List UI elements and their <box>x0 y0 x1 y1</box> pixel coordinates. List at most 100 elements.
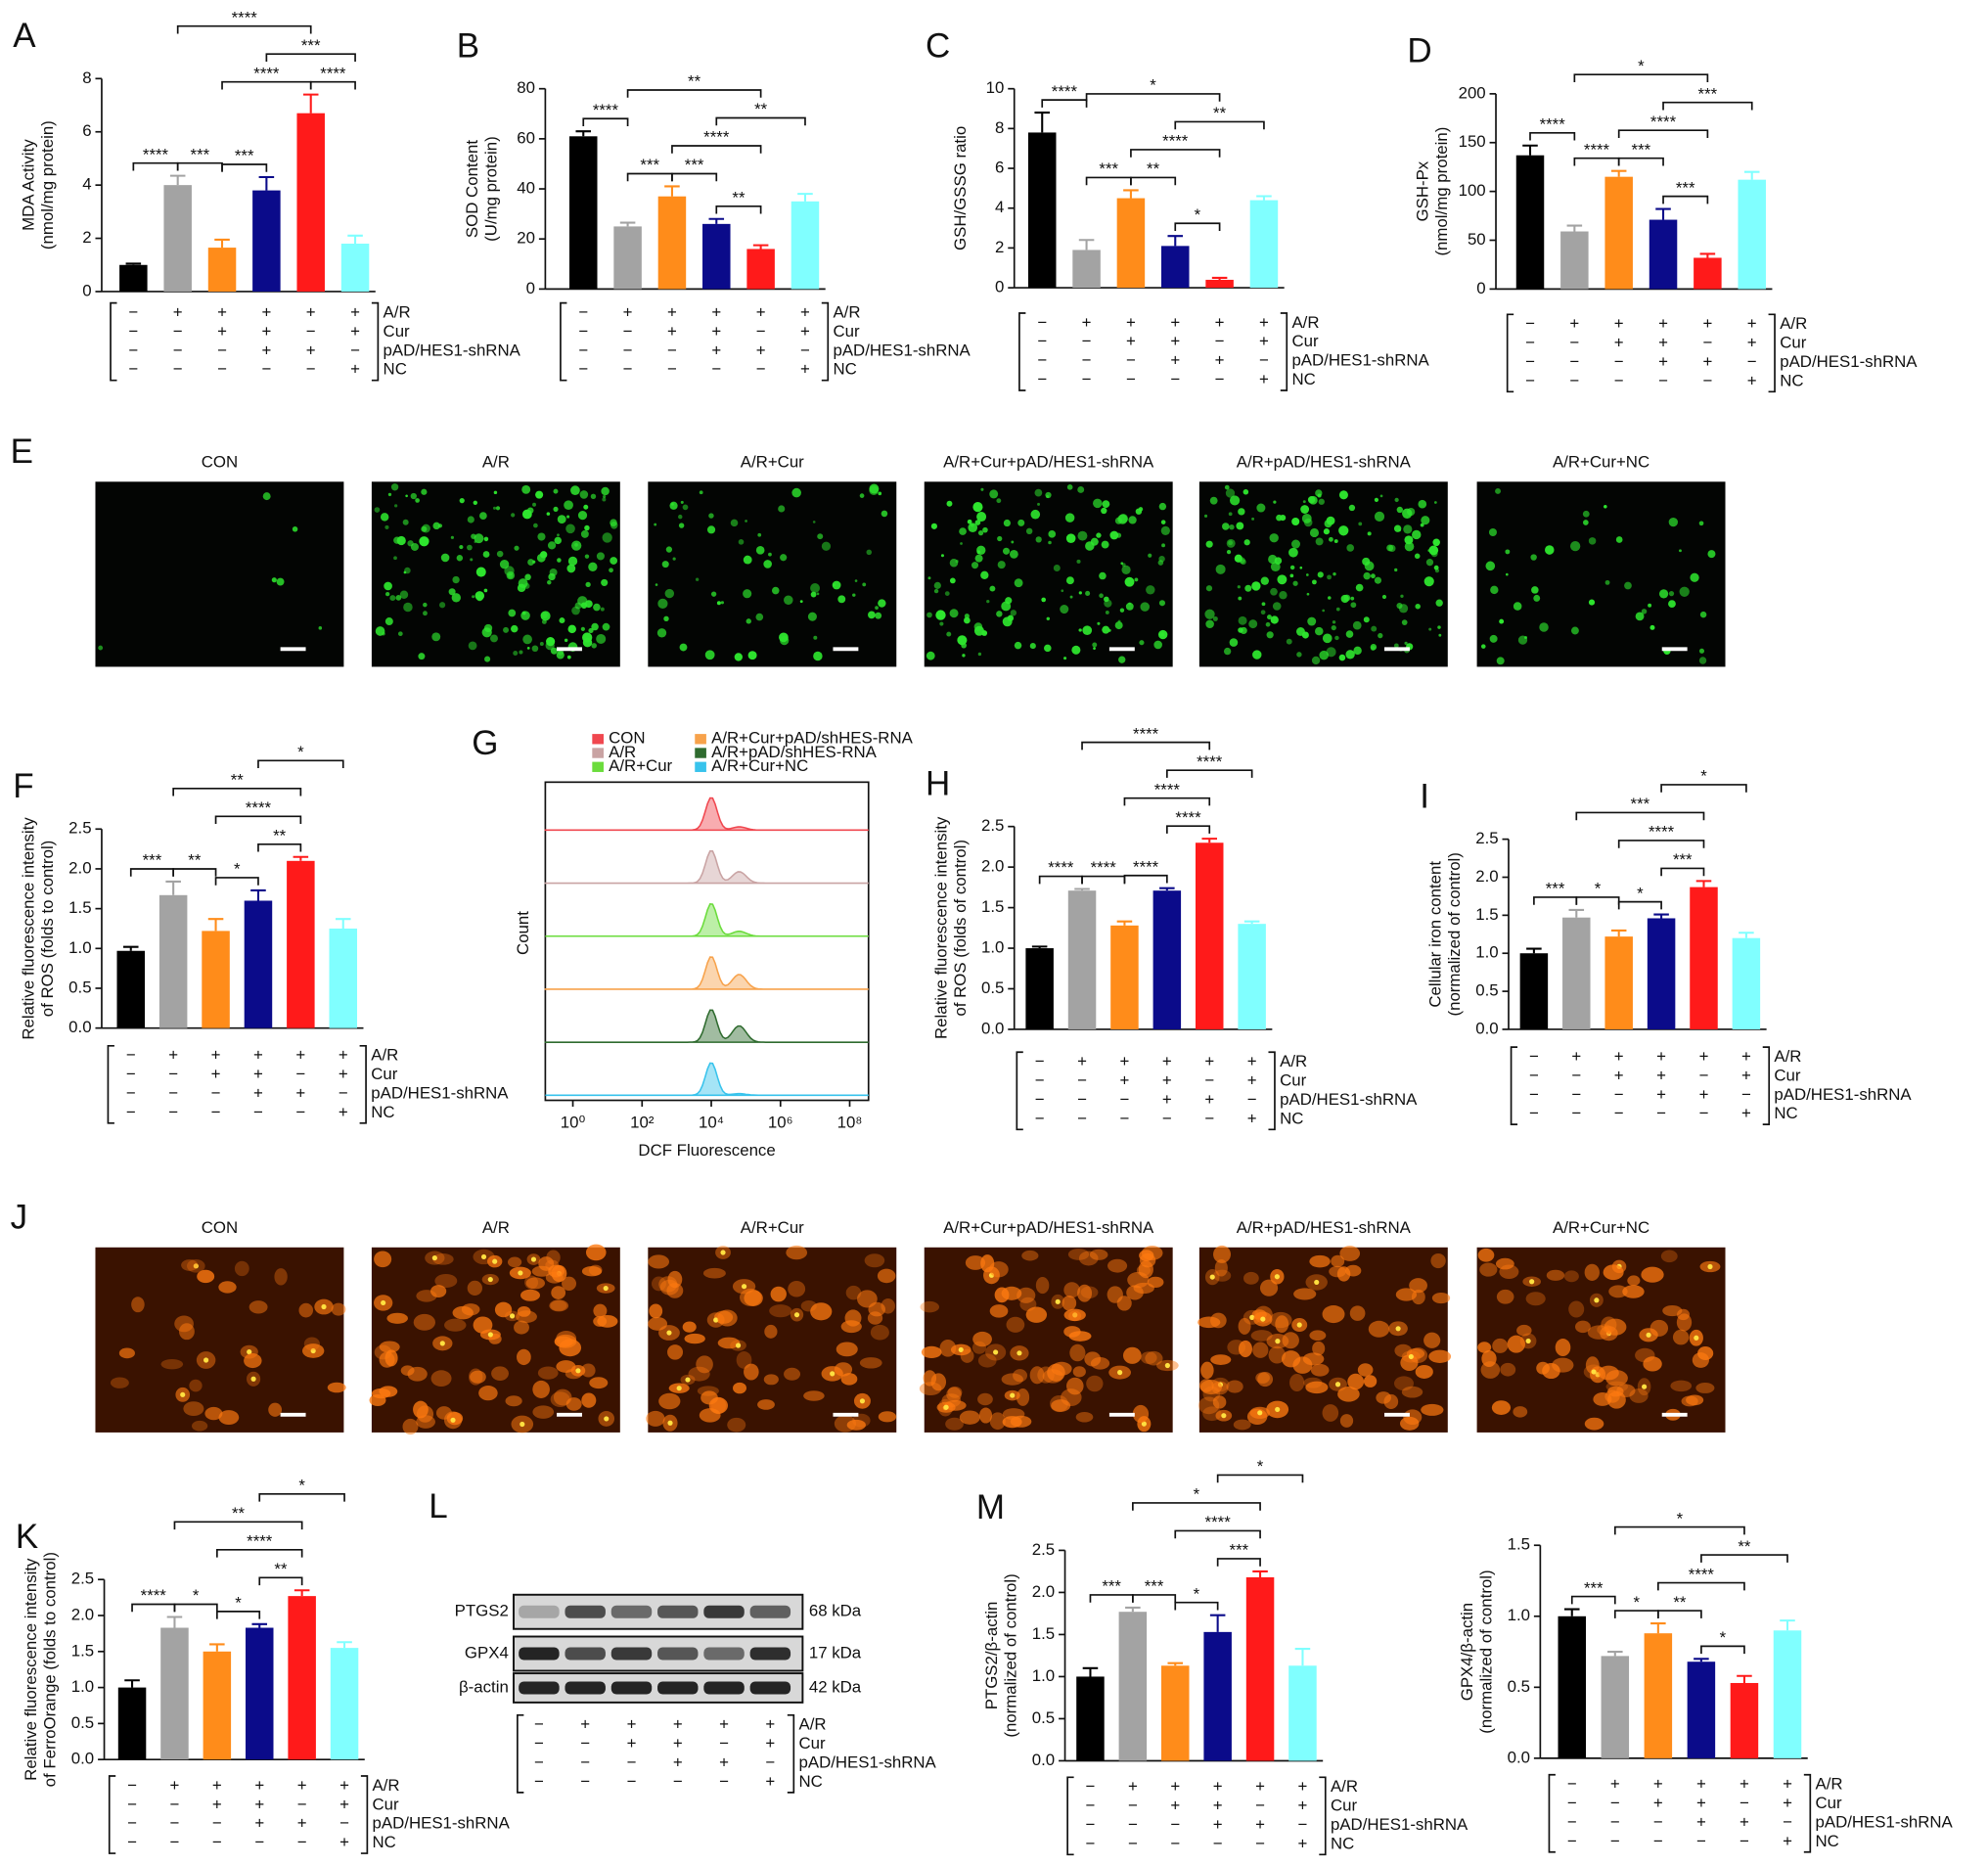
significance-label: * <box>1195 205 1201 224</box>
error-bar <box>1695 880 1712 887</box>
condition-sign: − <box>126 1065 136 1083</box>
significance-bracket <box>1038 875 1083 885</box>
cell <box>1197 1316 1221 1329</box>
significance-bracket <box>216 1548 303 1558</box>
cell <box>1309 1330 1327 1342</box>
cell <box>972 1331 992 1347</box>
condition-sign: + <box>1614 1066 1624 1084</box>
cell <box>1086 1375 1104 1392</box>
blot-band <box>749 1605 791 1618</box>
condition-sign: − <box>1077 1090 1087 1109</box>
cell-spot <box>720 1250 726 1255</box>
error-bar <box>1739 932 1754 938</box>
cell-spot <box>193 1263 199 1269</box>
condition-sign: + <box>297 1776 307 1795</box>
cell-dot <box>1358 522 1363 526</box>
cell-spot <box>487 1332 493 1338</box>
condition-sign: − <box>667 360 677 379</box>
condition-sign: − <box>1086 1797 1096 1815</box>
cell-dot <box>1323 528 1331 535</box>
error-bar <box>1211 276 1228 280</box>
cell <box>684 1333 705 1344</box>
cell-dot <box>397 631 403 637</box>
condition-sign: − <box>1614 371 1624 389</box>
cell-dot <box>1053 565 1061 571</box>
cell-dot <box>779 632 789 643</box>
condition-sign: + <box>261 322 271 341</box>
cell-dot <box>1035 536 1042 543</box>
cell-dot <box>610 557 618 565</box>
condition-sign: + <box>1298 1834 1308 1852</box>
cell-dot <box>1363 571 1371 580</box>
cell <box>491 1366 509 1382</box>
bar <box>1738 179 1766 290</box>
cell <box>478 1386 498 1401</box>
cell-spot <box>381 1299 386 1306</box>
cell-dot <box>972 502 983 513</box>
table-bracket <box>1268 1051 1276 1131</box>
cell-dot <box>1128 516 1137 524</box>
cell-dot <box>1300 505 1310 514</box>
significance-label: ** <box>231 770 245 789</box>
cell-dot <box>671 502 674 506</box>
legend-label: A/R+Cur+NC <box>711 756 808 775</box>
cell-dot <box>1317 493 1322 498</box>
cell-dot <box>474 540 477 544</box>
error-bar <box>165 880 181 895</box>
bar <box>1562 917 1591 1029</box>
condition-sign: + <box>295 1046 305 1065</box>
cell <box>1066 1377 1084 1395</box>
panel-letter: F <box>13 767 33 805</box>
cell-dot <box>1328 596 1332 600</box>
cell-dot <box>468 641 477 651</box>
cell-dot <box>389 595 396 602</box>
cell-spot <box>958 1346 964 1353</box>
cell-dot <box>415 498 420 503</box>
y-tick-label: 0 <box>82 281 91 299</box>
cell-dot <box>1226 538 1236 548</box>
cell-dot <box>459 498 465 504</box>
cell-dot <box>816 592 820 596</box>
cell-dot <box>1400 594 1404 598</box>
cell-dot <box>1044 644 1052 653</box>
cell-dot <box>1226 549 1232 555</box>
significance-label: *** <box>1676 178 1695 197</box>
cell <box>1393 1376 1415 1391</box>
cell-dot <box>452 575 460 584</box>
error-bar <box>293 855 309 861</box>
significance-bracket <box>172 868 217 877</box>
condition-sign: + <box>1696 1775 1706 1794</box>
bar <box>1519 953 1549 1029</box>
significance-bracket <box>309 80 356 90</box>
cell <box>461 1303 480 1316</box>
condition-sign: − <box>580 1734 590 1752</box>
significance-bracket <box>671 145 762 154</box>
y-tick-label: 6 <box>995 158 1004 176</box>
significance-label: *** <box>1102 1577 1121 1596</box>
cell-dot <box>601 486 610 496</box>
cell <box>470 1370 486 1384</box>
significance-label: **** <box>1162 132 1189 151</box>
cell-dot <box>1002 616 1013 627</box>
micrograph-content <box>374 483 618 662</box>
cell <box>1546 1269 1565 1281</box>
significance-bracket <box>1700 1554 1788 1563</box>
cell-dot <box>1161 543 1165 548</box>
condition-sign: + <box>1656 1066 1666 1084</box>
significance-bracket <box>1085 93 1221 102</box>
significance-bracket <box>216 1611 261 1619</box>
cell <box>160 1358 184 1370</box>
cell <box>845 1285 862 1300</box>
cell-dot <box>1345 630 1354 638</box>
cell-dot <box>499 559 510 569</box>
significance-bracket <box>1123 874 1168 884</box>
cell-dot <box>930 523 937 529</box>
cell <box>994 1287 1010 1303</box>
cell-dot <box>1371 625 1378 632</box>
significance-bracket <box>173 1603 218 1613</box>
condition-sign: − <box>1170 1834 1180 1852</box>
condition-sign: + <box>765 1734 775 1752</box>
y-tick-label: 0 <box>526 279 535 297</box>
significance-bracket <box>1174 222 1221 232</box>
cell-dot <box>1379 494 1383 498</box>
